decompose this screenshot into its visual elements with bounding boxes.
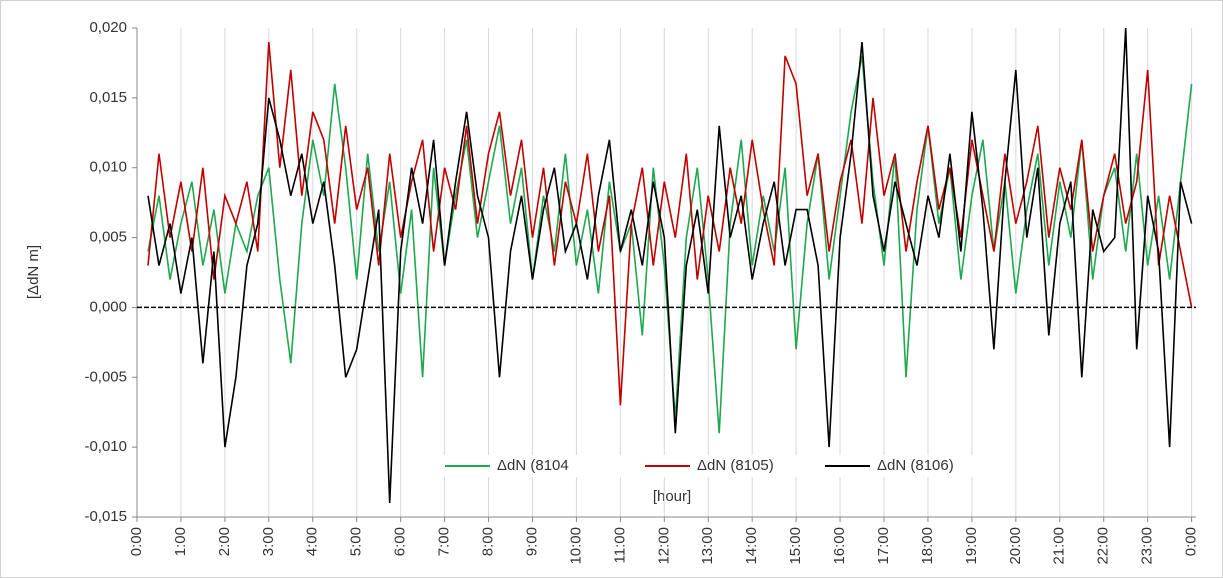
x-tick-label: 13:00 [699, 527, 716, 565]
x-tick-label: 23:00 [1139, 527, 1156, 565]
x-tick-label: 11:00 [611, 527, 628, 563]
y-tick-label: 0,015 [89, 89, 127, 106]
x-tick-label: 9:00 [523, 527, 540, 556]
y-tick-label: 0,010 [89, 159, 127, 176]
legend-label: ΔdN (8106) [877, 457, 954, 474]
x-tick-label: 6:00 [392, 527, 409, 556]
x-tick-label: 5:00 [348, 527, 365, 556]
x-tick-label: 4:00 [304, 527, 321, 556]
data-line [147, 27, 1193, 504]
y-tick-label: -0,005 [84, 368, 127, 385]
x-tick-label: 16:00 [831, 527, 848, 565]
x-tick-label: 3:00 [260, 527, 277, 556]
x-tick-label: 7:00 [436, 527, 453, 556]
x-tick-label: 12:00 [655, 527, 672, 565]
x-tick-label: 1:00 [172, 527, 189, 556]
x-tick-label: 18:00 [919, 527, 936, 565]
x-tick-label: 22:00 [1095, 527, 1112, 565]
y-tick-label: -0,015 [84, 508, 127, 525]
y-tick-label: 0,005 [89, 229, 127, 246]
legend-label: ΔdN (8104 [497, 457, 569, 474]
x-tick-label: 8:00 [480, 527, 497, 556]
x-axis-label: [hour] [653, 488, 691, 505]
x-tick-label: 2:00 [216, 527, 233, 556]
x-tick-label: 15:00 [787, 527, 804, 565]
x-tick-label: 14:00 [743, 527, 760, 565]
x-tick-label: 17:00 [875, 527, 892, 565]
data-line [147, 41, 1193, 406]
x-tick-label: 0:00 [1183, 527, 1200, 556]
legend-label: ΔdN (8105) [697, 457, 774, 474]
y-axis-label: [ΔdN m] [25, 245, 42, 299]
x-tick-label: 19:00 [963, 527, 980, 565]
y-tick-label: 0,000 [89, 298, 127, 315]
x-tick-label: 20:00 [1007, 527, 1024, 565]
x-tick-label: 0:00 [128, 527, 145, 556]
y-tick-label: -0,010 [84, 438, 127, 455]
legend-bg [641, 455, 815, 477]
x-tick-label: 10:00 [567, 527, 584, 565]
y-tick-label: 0,020 [89, 19, 127, 36]
legend-bg [441, 455, 635, 477]
x-tick-label: 21:00 [1051, 527, 1068, 565]
legend-bg [821, 455, 995, 477]
